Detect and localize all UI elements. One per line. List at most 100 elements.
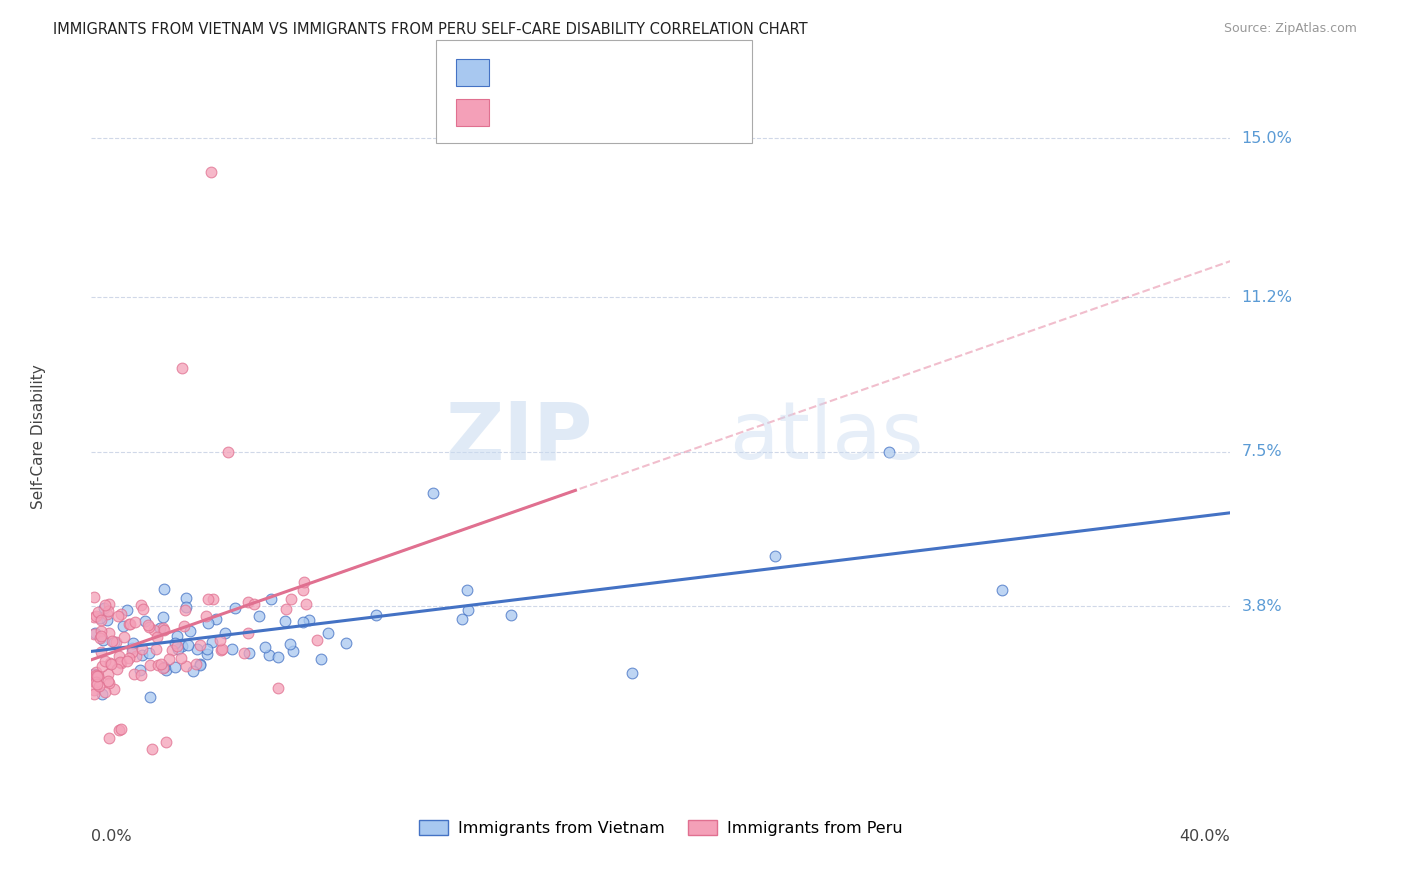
Point	[167, 642, 190, 657]
Point	[118, 616, 141, 631]
Point	[209, 633, 232, 648]
Point	[259, 648, 281, 662]
Point	[153, 582, 176, 596]
Point	[129, 598, 152, 612]
Point	[170, 650, 193, 665]
Point	[145, 641, 167, 656]
Point	[90, 624, 112, 639]
Point	[247, 609, 270, 624]
Point	[214, 626, 236, 640]
Point	[97, 673, 120, 688]
Text: 3.8%: 3.8%	[1241, 599, 1282, 614]
Point	[176, 638, 198, 652]
Point	[100, 634, 122, 648]
Point	[280, 592, 302, 607]
Point	[170, 639, 193, 653]
Point	[104, 634, 127, 648]
Point	[174, 659, 197, 673]
Point	[152, 621, 174, 635]
Point	[280, 637, 302, 651]
Point	[451, 612, 474, 626]
Point	[153, 623, 176, 637]
Point	[201, 634, 224, 648]
Point	[305, 633, 328, 648]
Point	[202, 592, 225, 607]
Point	[335, 636, 357, 650]
Point	[292, 575, 315, 590]
Point	[174, 591, 197, 605]
Point	[117, 654, 139, 668]
Text: atlas: atlas	[730, 398, 924, 476]
Point	[124, 615, 146, 629]
Point	[238, 646, 260, 660]
Point	[90, 613, 112, 627]
Text: Self-Care Disability: Self-Care Disability	[31, 365, 46, 509]
Point	[138, 646, 160, 660]
Text: N =  67: N = 67	[619, 65, 682, 79]
Point	[309, 652, 332, 666]
Point	[457, 603, 479, 617]
Point	[107, 609, 129, 624]
Point	[89, 631, 111, 645]
Point	[267, 681, 290, 696]
Point	[148, 658, 170, 673]
Text: N = 100: N = 100	[619, 105, 686, 120]
Point	[108, 648, 131, 663]
Text: 0.0%: 0.0%	[91, 829, 132, 844]
Point	[100, 657, 122, 671]
Point	[173, 619, 195, 633]
Point	[991, 582, 1014, 597]
Point	[97, 597, 120, 611]
Point	[84, 665, 107, 679]
Point	[181, 664, 204, 678]
Point	[243, 597, 266, 611]
Text: 7.5%: 7.5%	[1241, 444, 1282, 459]
Text: Source: ZipAtlas.com: Source: ZipAtlas.com	[1223, 22, 1357, 36]
Point	[155, 735, 177, 749]
Point	[91, 633, 114, 648]
Point	[188, 638, 211, 652]
Point	[157, 652, 180, 666]
Text: R = 0.330: R = 0.330	[496, 105, 574, 120]
Point	[195, 609, 218, 624]
Point	[118, 617, 141, 632]
Point	[172, 361, 194, 376]
Point	[318, 626, 340, 640]
Point	[211, 642, 233, 657]
Point	[94, 654, 117, 668]
Point	[108, 723, 131, 737]
Point	[90, 645, 112, 659]
Point	[122, 666, 145, 681]
Point	[93, 601, 115, 615]
Point	[499, 608, 522, 623]
Point	[98, 626, 121, 640]
Point	[98, 731, 121, 746]
Point	[83, 627, 105, 641]
Point	[160, 643, 183, 657]
Point	[117, 603, 139, 617]
Point	[129, 663, 152, 677]
Point	[89, 610, 111, 624]
Point	[84, 669, 107, 683]
Point	[217, 444, 239, 458]
Point	[103, 634, 125, 648]
Point	[139, 657, 162, 672]
Point	[86, 677, 108, 691]
Point	[134, 614, 156, 628]
Point	[87, 605, 110, 619]
Point	[200, 165, 222, 179]
Point	[236, 594, 259, 608]
Point	[149, 657, 172, 672]
Point	[422, 486, 444, 500]
Point	[83, 687, 105, 701]
Point	[197, 616, 219, 631]
Point	[103, 681, 125, 696]
Point	[186, 641, 208, 656]
Point	[121, 645, 143, 659]
Point	[186, 657, 208, 671]
Point	[274, 614, 297, 628]
Point	[91, 687, 114, 701]
Point	[86, 668, 108, 682]
Point	[108, 656, 131, 670]
Point	[87, 679, 110, 693]
